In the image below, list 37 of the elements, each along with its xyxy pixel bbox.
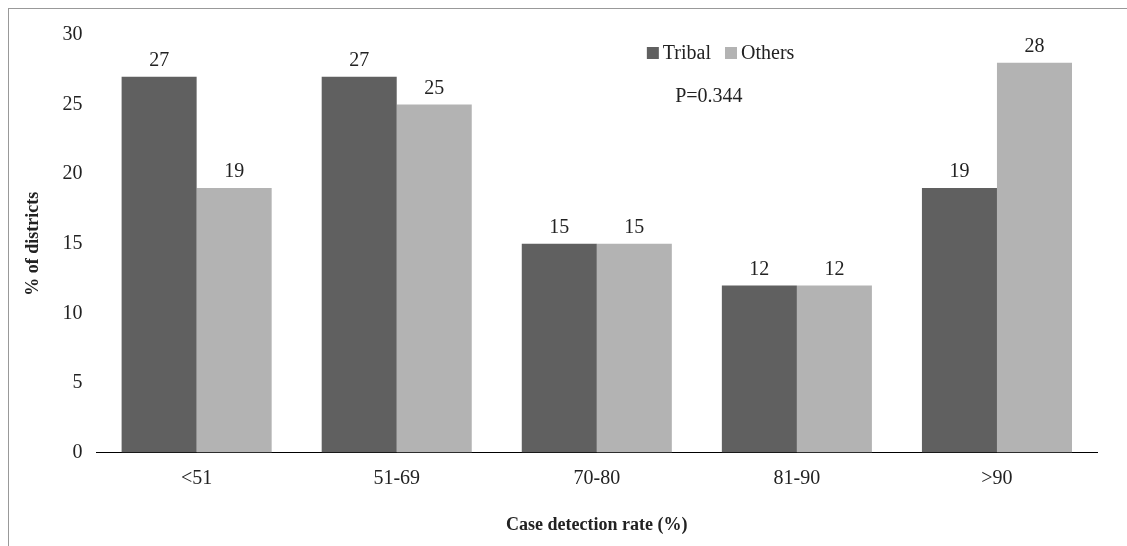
- bar: [996, 62, 1072, 453]
- bar: [921, 188, 997, 453]
- data-label: 15: [549, 214, 570, 237]
- x-tick-label: >90: [981, 465, 1013, 488]
- y-axis-title: % of districts: [22, 191, 43, 296]
- x-axis-title: Case detection rate (%): [506, 513, 688, 535]
- y-tick-label: 0: [72, 439, 83, 462]
- x-tick-label: 81-90: [773, 465, 821, 488]
- y-tick-label: 20: [62, 161, 83, 184]
- annotation: P=0.344: [675, 84, 743, 107]
- data-label: 15: [624, 214, 645, 237]
- data-label: 12: [824, 256, 845, 279]
- bar: [196, 188, 272, 453]
- bar: [596, 243, 672, 453]
- y-tick-label: 10: [62, 300, 83, 323]
- data-label: 27: [149, 47, 170, 70]
- legend-label: Tribal: [662, 41, 712, 64]
- x-tick-label: 70-80: [573, 465, 621, 488]
- bar: [321, 76, 397, 453]
- y-tick-label: 5: [72, 370, 83, 393]
- bar: [396, 104, 472, 453]
- y-tick-label: 30: [62, 22, 83, 45]
- y-tick-label: 25: [62, 91, 83, 114]
- bar: [121, 76, 197, 453]
- bar: [796, 285, 872, 453]
- data-label: 28: [1024, 34, 1045, 57]
- data-label: 12: [749, 256, 770, 279]
- bar: [721, 285, 797, 453]
- y-tick-label: 15: [62, 230, 83, 253]
- bar: [521, 243, 597, 453]
- data-label: 25: [424, 75, 445, 98]
- x-tick-label: <51: [181, 465, 213, 488]
- data-label: 19: [224, 159, 245, 182]
- x-tick-label: 51-69: [373, 465, 421, 488]
- data-label: 27: [349, 47, 370, 70]
- legend-label: Others: [741, 41, 795, 64]
- data-label: 19: [949, 159, 970, 182]
